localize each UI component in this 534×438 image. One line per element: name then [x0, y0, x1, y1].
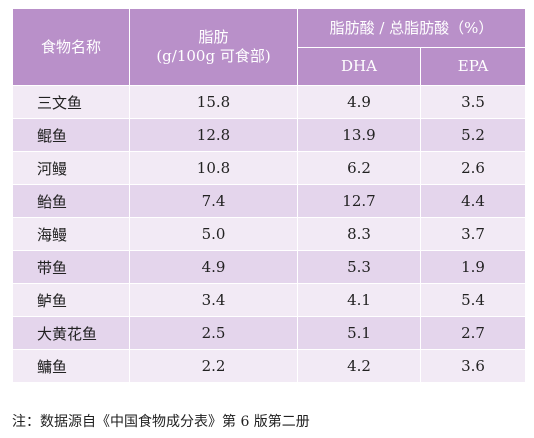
- epa-cell: 3.5: [420, 85, 526, 119]
- fat-cell: 5.0: [129, 217, 298, 251]
- source-note: 注：数据源自《中国食物成分表》第 6 版第二册: [12, 414, 310, 430]
- table-header: 食物名称 脂肪 (g/100g 可食部) 脂肪酸 / 总脂肪酸（%） DHA E…: [12, 8, 526, 86]
- fat-cell: 2.5: [129, 316, 298, 350]
- epa-cell: 4.4: [420, 184, 526, 218]
- table-row: 三文鱼 15.8 4.9 3.5: [12, 85, 526, 119]
- fat-cell: 4.9: [129, 250, 298, 284]
- table-row: 带鱼 4.9 5.3 1.9: [12, 250, 526, 284]
- header-row-1: 食物名称 脂肪 (g/100g 可食部) 脂肪酸 / 总脂肪酸（%）: [12, 8, 526, 86]
- header-fat-line2: (g/100g 可食部): [156, 47, 271, 65]
- header-epa: EPA: [420, 47, 526, 86]
- fat-cell: 7.4: [129, 184, 298, 218]
- fat-cell: 10.8: [129, 151, 298, 185]
- dha-cell: 13.9: [297, 118, 421, 152]
- table-row: 河鳗 10.8 6.2 2.6: [12, 151, 526, 185]
- table-row: 鲈鱼 3.4 4.1 5.4: [12, 283, 526, 317]
- fat-cell: 2.2: [129, 349, 298, 383]
- food-name-cell: 大黄花鱼: [12, 316, 130, 350]
- epa-cell: 2.7: [420, 316, 526, 350]
- food-name-cell: 海鳗: [12, 217, 130, 251]
- fish-fatty-acid-table-container: 食物名称 脂肪 (g/100g 可食部) 脂肪酸 / 总脂肪酸（%） DHA E…: [12, 8, 526, 383]
- header-fatty-acid-ratio: 脂肪酸 / 总脂肪酸（%）: [297, 8, 526, 48]
- header-food-name: 食物名称: [12, 8, 130, 86]
- dha-cell: 8.3: [297, 217, 421, 251]
- table-row: 鲐鱼 7.4 12.7 4.4: [12, 184, 526, 218]
- epa-cell: 2.6: [420, 151, 526, 185]
- fat-cell: 12.8: [129, 118, 298, 152]
- dha-cell: 5.1: [297, 316, 421, 350]
- food-name-cell: 河鳗: [12, 151, 130, 185]
- dha-cell: 5.3: [297, 250, 421, 284]
- table-row: 鲲鱼 12.8 13.9 5.2: [12, 118, 526, 152]
- food-name-cell: 鲐鱼: [12, 184, 130, 218]
- table-row: 海鳗 5.0 8.3 3.7: [12, 217, 526, 251]
- header-fat: 脂肪 (g/100g 可食部): [129, 8, 298, 86]
- table-body: 三文鱼 15.8 4.9 3.5 鲲鱼 12.8 13.9 5.2 河鳗 10.…: [12, 85, 526, 383]
- food-name-cell: 鲲鱼: [12, 118, 130, 152]
- fat-cell: 3.4: [129, 283, 298, 317]
- fish-fatty-acid-table: 食物名称 脂肪 (g/100g 可食部) 脂肪酸 / 总脂肪酸（%） DHA E…: [12, 8, 526, 383]
- food-name-cell: 鲈鱼: [12, 283, 130, 317]
- dha-cell: 4.9: [297, 85, 421, 119]
- header-fat-line1: 脂肪: [198, 28, 229, 47]
- epa-cell: 5.4: [420, 283, 526, 317]
- epa-cell: 3.6: [420, 349, 526, 383]
- header-row-2: DHA EPA: [13, 47, 526, 86]
- epa-cell: 3.7: [420, 217, 526, 251]
- food-name-cell: 带鱼: [12, 250, 130, 284]
- dha-cell: 6.2: [297, 151, 421, 185]
- table-row: 大黄花鱼 2.5 5.1 2.7: [12, 316, 526, 350]
- dha-cell: 12.7: [297, 184, 421, 218]
- dha-cell: 4.2: [297, 349, 421, 383]
- fat-cell: 15.8: [129, 85, 298, 119]
- food-name-cell: 三文鱼: [12, 85, 130, 119]
- dha-cell: 4.1: [297, 283, 421, 317]
- epa-cell: 5.2: [420, 118, 526, 152]
- table-row: 鳙鱼 2.2 4.2 3.6: [12, 349, 526, 383]
- food-name-cell: 鳙鱼: [12, 349, 130, 383]
- header-dha: DHA: [297, 47, 421, 86]
- epa-cell: 1.9: [420, 250, 526, 284]
